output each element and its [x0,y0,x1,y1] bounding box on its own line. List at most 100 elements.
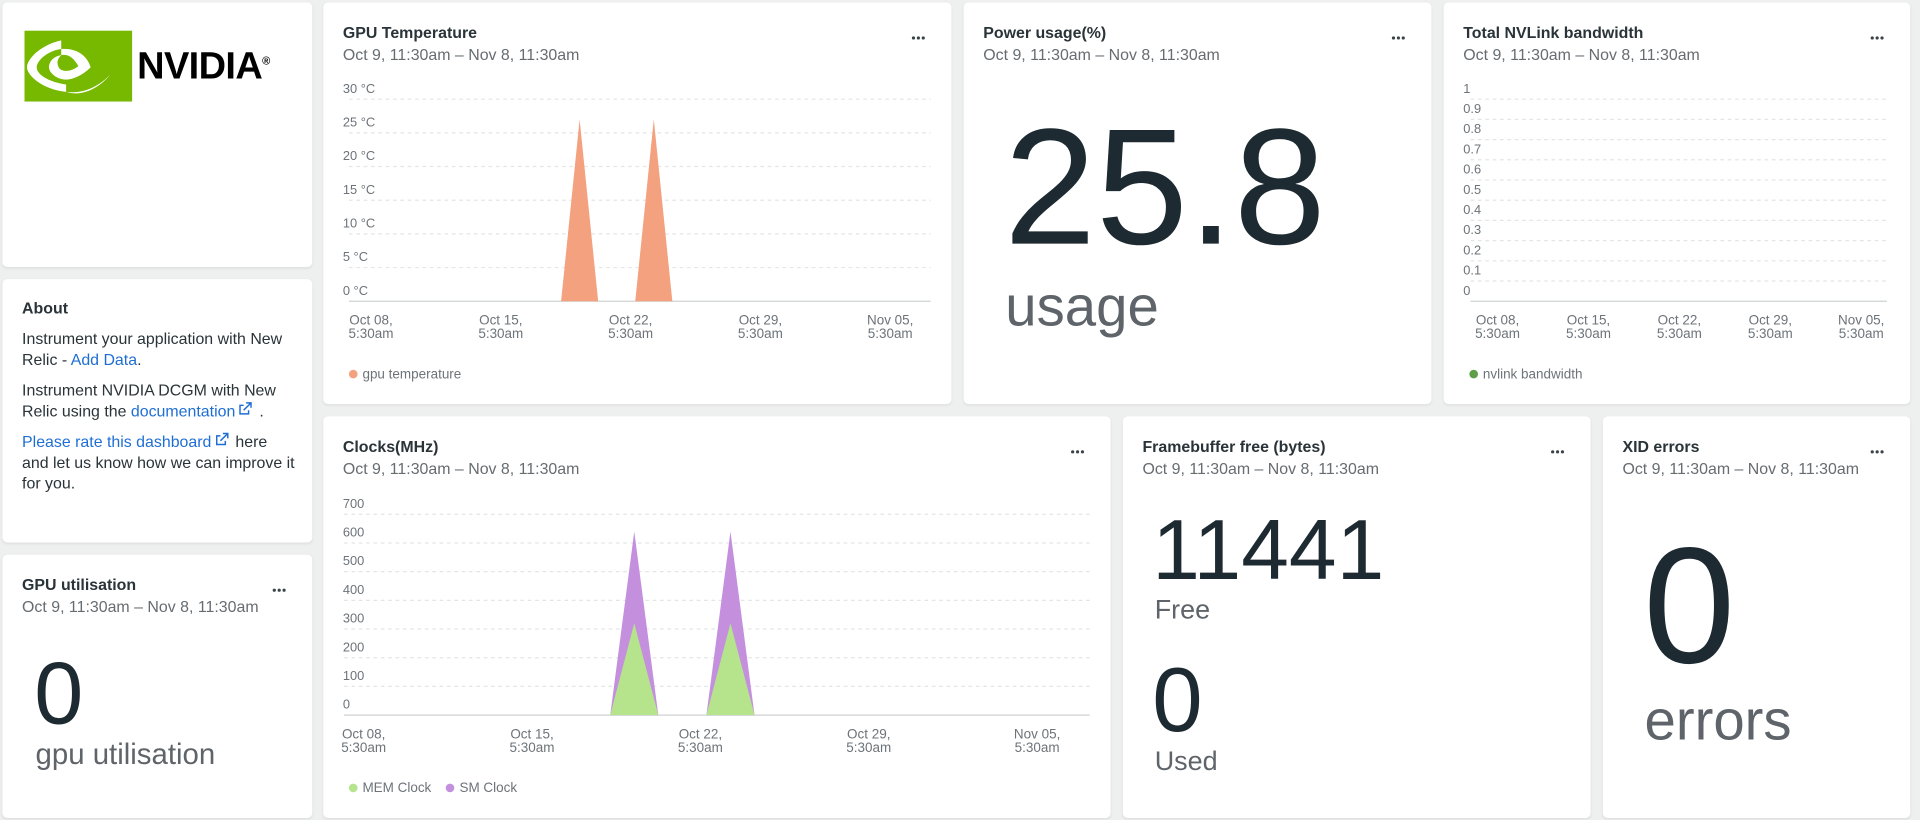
menu-dot [1401,36,1405,40]
x-tick-label: Oct 15, 5:30am [1565,313,1611,342]
menu-dot [1396,36,1400,40]
legend-item: MEM Clock [348,781,432,796]
y-tick-label: 700 [343,496,364,511]
menu-dot [1880,36,1884,40]
y-tick-label: 1 [1463,81,1470,96]
billboard-value: 0 [1152,648,1203,751]
text: Instrument NVIDIA DCGM with New Relic us… [22,380,276,421]
y-tick-label: 0.4 [1463,202,1481,217]
about: About Instrument your application with N… [22,298,298,504]
legend-label: MEM Clock [362,781,432,796]
menu-dot [277,588,281,592]
menu-dot [1870,36,1874,40]
nvlink-widget: Total NVLink bandwidth Oct 9, 11:30am – … [1443,2,1911,405]
y-tick-label: 0.9 [1463,101,1481,116]
logo-text: NVIDIA® [137,47,270,85]
menu-dot [1555,450,1560,454]
area-series [610,623,755,716]
legend-label: gpu temperature [362,367,462,383]
external-link-icon [239,402,252,415]
widget-subtitle: Oct 9, 11:30am – Nov 8, 11:30am [22,597,259,616]
widget-subtitle: Oct 9, 11:30am – Nov 8, 11:30am [342,45,580,64]
x-tick-label: Oct 22, 5:30am [1656,313,1702,342]
billboard-label: Free [1154,593,1211,625]
menu-dot [1870,450,1874,454]
y-tick-label: 500 [343,553,364,568]
clocks-widget: Clocks(MHz) Oct 9, 11:30am – Nov 8, 11:3… [323,416,1111,818]
about-panel: About Instrument your application with N… [2,279,313,543]
widget-menu[interactable] [911,36,926,41]
gpu-utilisation-widget: GPU utilisation Oct 9, 11:30am – Nov 8, … [2,554,313,818]
y-tick-label: 100 [343,668,364,683]
rate-link[interactable]: Please rate this dashboard [22,432,212,451]
y-tick-label: 200 [343,639,364,654]
x-tick-label: Oct 15, 5:30am [509,727,555,756]
menu-dot [911,36,916,40]
y-tick-label: 0.3 [1463,222,1481,237]
y-tick-label: 25 °C [343,114,375,129]
billboard-value: 0 [1643,513,1736,698]
x-tick-label: Nov 05, 5:30am [1013,727,1061,756]
widget-menu[interactable] [1070,449,1085,454]
billboard-value: 25.8 [1004,94,1326,280]
about-paragraph: Instrument NVIDIA DCGM with New Relic us… [22,380,298,422]
menu-dot [272,588,276,592]
logo-word: NVIDIA [137,44,263,87]
widget-menu[interactable] [272,588,287,593]
widget-subtitle: Oct 9, 11:30am – Nov 8, 11:30am [342,459,580,478]
documentation-link[interactable]: documentation [130,401,236,421]
add-data-link[interactable]: Add Data [70,350,138,369]
legend: MEM Clock SM Clock [348,781,532,796]
menu-dot [1071,450,1075,454]
x-tick-label: Oct 29, 5:30am [846,727,892,756]
widget-title: XID errors [1622,437,1700,456]
menu-dot [282,588,286,592]
y-tick-label: 400 [343,582,364,597]
y-tick-label: 0.2 [1463,242,1481,257]
legend-swatch [348,369,358,379]
x-tick-label: Oct 08, 5:30am [1475,313,1521,342]
widget-menu[interactable] [1391,36,1406,41]
legend-swatch [446,783,455,793]
y-tick-label: 0.7 [1463,141,1481,156]
widget-menu[interactable] [1870,36,1885,41]
menu-dot [1391,36,1396,40]
x-tick-label: Oct 08, 5:30am [348,313,394,342]
legend: nvlink bandwidth [1469,367,1597,382]
logo-icon [24,30,133,102]
y-tick-label: 0 °C [343,283,368,298]
menu-dot [1875,36,1879,40]
x-tick-label: Nov 05, 5:30am [866,313,914,342]
x-tick-label: Oct 15, 5:30am [478,313,524,342]
about-paragraph: Instrument your application with New Rel… [22,328,298,370]
y-tick-label: 30 °C [343,81,375,96]
y-tick-label: 0 [1463,283,1470,298]
legend-swatch [1469,369,1478,379]
widget-menu[interactable] [1550,449,1565,454]
x-tick-label: Oct 22, 5:30am [677,727,723,756]
chart: 0 100 200 300 400 500 600 700 [343,496,1090,716]
billboard-label: Used [1154,745,1218,777]
widget-title: Clocks(MHz) [342,437,439,456]
about-title: About [22,298,69,318]
menu-dot [916,36,920,40]
billboard-label: usage [1005,274,1159,338]
y-tick-label: 20 °C [343,148,375,163]
legend-swatch [348,783,358,793]
widget-title: GPU Temperature [342,23,478,42]
xid-errors-widget: XID errors Oct 9, 11:30am – Nov 8, 11:30… [1602,416,1911,818]
x-tick-label: Oct 22, 5:30am [608,313,654,342]
logo-mark: ® [262,54,270,67]
menu-dot [1875,450,1879,454]
area-series [561,119,673,302]
menu-dot [921,36,925,40]
widget-subtitle: Oct 9, 11:30am – Nov 8, 11:30am [1622,459,1860,478]
y-tick-label: 15 °C [343,182,375,197]
widget-menu[interactable] [1870,449,1885,454]
billboard-label: gpu utilisation [35,738,216,772]
y-tick-label: 600 [343,525,364,540]
widget-title: Framebuffer free (bytes) [1142,437,1326,456]
